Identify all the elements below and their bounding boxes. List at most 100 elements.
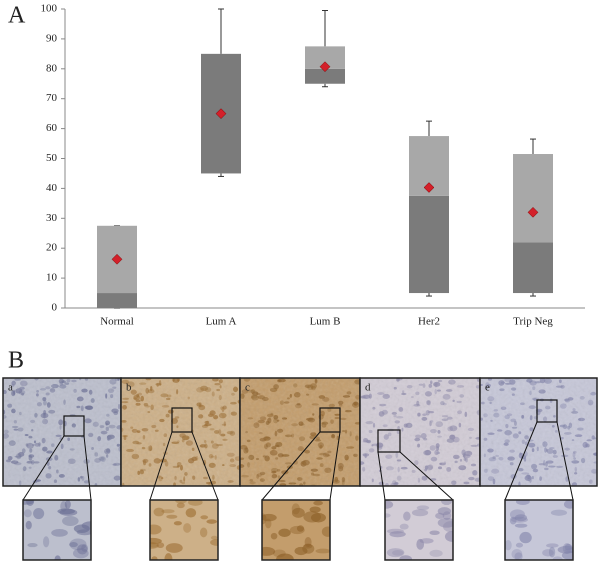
cell [309, 506, 321, 513]
cell [25, 520, 32, 530]
cell [514, 514, 528, 522]
zoom-line [83, 435, 92, 501]
micrograph: c [239, 377, 361, 487]
cell [33, 508, 45, 520]
box-lower [305, 68, 345, 84]
cell [206, 519, 218, 524]
box-lower [409, 195, 449, 294]
y-tick-label: 70 [46, 92, 58, 104]
image-frame [479, 377, 598, 487]
cell [548, 546, 556, 558]
cell [296, 525, 305, 532]
cell [511, 549, 523, 560]
cell [321, 526, 330, 537]
y-tick-label: 100 [41, 3, 58, 15]
cell [419, 538, 434, 544]
cell [27, 543, 38, 548]
micrograph: e [479, 377, 598, 487]
zoom-line [149, 431, 173, 501]
image-label: b [126, 382, 132, 394]
inset-bg [150, 500, 218, 560]
inset [22, 499, 92, 561]
cell [550, 509, 568, 516]
cell [315, 548, 330, 554]
x-tick-label: Normal [100, 316, 134, 328]
cell [262, 546, 276, 556]
cell [546, 543, 559, 548]
cell [385, 513, 391, 518]
cell [164, 553, 173, 560]
cell [272, 549, 286, 558]
y-tick-label: 20 [46, 242, 58, 254]
texture [385, 500, 453, 560]
cell [444, 531, 453, 542]
cell [437, 517, 453, 528]
cell [399, 523, 409, 530]
zoom-box [536, 399, 558, 423]
box-upper [305, 46, 345, 69]
cell [399, 555, 413, 560]
y-tick-label: 30 [46, 212, 58, 224]
cell [69, 541, 78, 548]
box-lower [513, 242, 553, 294]
zoom-box [63, 415, 85, 437]
texture [240, 378, 360, 486]
cell [26, 500, 35, 507]
mean-marker [319, 61, 331, 73]
cell [416, 538, 425, 550]
y-tick-label: 90 [46, 32, 58, 44]
cell [313, 500, 323, 506]
micrograph: a [2, 377, 122, 487]
texture [360, 378, 480, 486]
cell [165, 543, 183, 553]
texture [3, 378, 121, 486]
cell [403, 511, 411, 521]
cell [429, 530, 440, 536]
cell [303, 511, 322, 523]
inset-frame [261, 499, 331, 561]
zoom-line [22, 435, 65, 501]
cell [509, 516, 517, 525]
inset [504, 499, 574, 561]
mean-marker [215, 108, 227, 120]
noise [240, 378, 360, 486]
cell [563, 500, 573, 509]
x-tick-label: Lum B [310, 316, 341, 328]
cell [60, 501, 68, 512]
cell [389, 531, 406, 538]
cell [151, 556, 158, 560]
zoom-box [377, 429, 401, 453]
cell [76, 529, 91, 536]
inset-frame [384, 499, 454, 561]
cell [514, 523, 528, 528]
cell [23, 509, 32, 518]
cell [291, 507, 305, 518]
y-tick-label: 40 [46, 182, 58, 194]
cell [303, 543, 313, 549]
cell [442, 511, 452, 520]
panel-label: B [8, 348, 24, 374]
cell [304, 536, 312, 548]
cell [199, 527, 208, 538]
cell [416, 505, 430, 511]
image-label: c [245, 382, 250, 394]
mean-marker [111, 253, 123, 265]
image-label: d [365, 382, 371, 394]
inset [261, 499, 331, 561]
box-lower [97, 293, 137, 308]
cell [262, 513, 277, 522]
cell [514, 552, 523, 560]
cell [429, 549, 443, 557]
image-label: a [8, 382, 13, 394]
x-tick-label: Trip Neg [513, 316, 553, 328]
cell [411, 509, 429, 517]
cell [161, 509, 175, 514]
zoom-line [191, 431, 219, 501]
texture [262, 500, 330, 560]
zoom-line [329, 431, 341, 501]
cell [43, 536, 50, 548]
cell [561, 551, 573, 560]
panel-label: A [8, 3, 26, 29]
cell [81, 521, 91, 530]
